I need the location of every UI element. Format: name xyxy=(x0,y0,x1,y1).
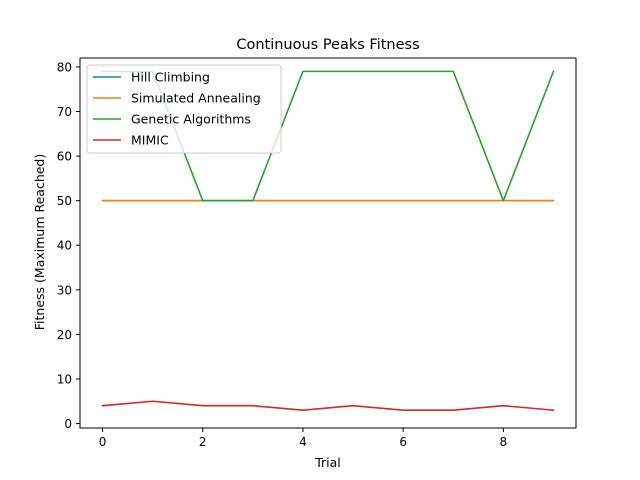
y-tick-label: 30 xyxy=(57,283,72,297)
y-tick-label: 20 xyxy=(57,328,72,342)
x-tick-label: 0 xyxy=(99,435,107,449)
x-tick-label: 8 xyxy=(500,435,508,449)
legend-label-hill-climbing: Hill Climbing xyxy=(131,70,210,85)
legend-label-simulated-annealing: Simulated Annealing xyxy=(131,91,261,106)
x-axis-ticks: 0 2 4 6 8 xyxy=(99,428,507,449)
y-tick-label: 40 xyxy=(57,239,72,253)
y-axis-label: Fitness (Maximum Reached) xyxy=(32,154,47,330)
y-tick-label: 10 xyxy=(57,372,72,386)
x-tick-label: 4 xyxy=(299,435,307,449)
legend-label-genetic-algorithms: Genetic Algorithms xyxy=(131,112,251,127)
y-tick-label: 70 xyxy=(57,105,72,119)
axes xyxy=(79,57,577,429)
y-axis-ticks: 0 10 20 30 40 50 60 70 80 xyxy=(57,60,80,431)
legend-box xyxy=(86,64,282,154)
legend-label-mimic: MIMIC xyxy=(131,133,169,148)
y-tick-label: 80 xyxy=(57,60,72,74)
plot-frame xyxy=(79,57,577,429)
y-tick-label: 60 xyxy=(57,150,72,164)
y-tick-label: 50 xyxy=(57,194,72,208)
legend: Hill Climbing Simulated Annealing Genetic … xyxy=(86,64,282,154)
x-tick-label: 2 xyxy=(199,435,207,449)
x-tick-label: 6 xyxy=(399,435,407,449)
y-tick-label: 0 xyxy=(64,417,72,431)
series-line-mimic xyxy=(101,400,555,412)
x-axis-label: Trial xyxy=(314,455,341,470)
chart-title: Continuous Peaks Fitness xyxy=(236,37,419,53)
